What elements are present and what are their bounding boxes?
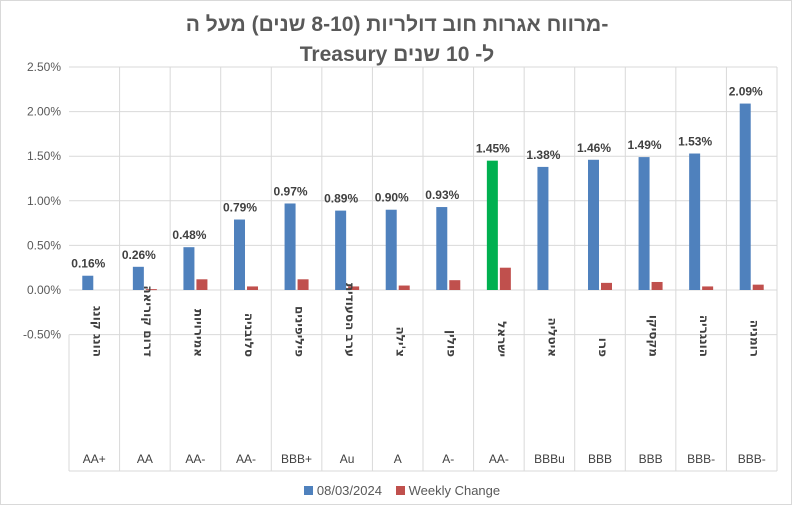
bar-spread (588, 159, 599, 290)
y-tick-label: 1.00% (27, 194, 61, 208)
bar-spread (234, 219, 245, 290)
legend: 08/03/2024 Weekly Change (1, 482, 792, 498)
category-label: צ'ילה (394, 326, 408, 357)
category-label: איטליה (545, 318, 559, 357)
data-label: 1.45% (476, 142, 510, 156)
y-tick-label: 1.50% (27, 149, 61, 163)
bar-spread (82, 275, 94, 290)
data-label: 2.09% (729, 85, 763, 99)
bar-weekly-change (196, 279, 208, 290)
bar-weekly-change (247, 286, 258, 290)
data-label: 0.79% (223, 201, 257, 215)
bar-weekly-change (348, 286, 360, 290)
rating-label: BBB- (738, 452, 766, 466)
bar-spread (689, 153, 701, 290)
rating-label: AA (137, 452, 153, 466)
bar-weekly-change (651, 281, 663, 290)
legend-label-spread: 08/03/2024 (316, 483, 382, 499)
category-label: פרו (596, 338, 610, 357)
data-label: 0.48% (172, 228, 206, 242)
bar-weekly-change (601, 282, 612, 290)
data-label: 1.53% (678, 135, 712, 149)
category-label: סלובניה (242, 313, 256, 357)
category-label: פיליפינים (293, 306, 307, 357)
bar-spread (335, 210, 347, 290)
data-label: 1.46% (577, 141, 611, 155)
data-label: 0.89% (324, 192, 358, 206)
bar-weekly-change (449, 280, 461, 290)
data-label: 0.93% (425, 188, 459, 202)
rating-label: BBB- (687, 452, 715, 466)
rating-label: BBBu (534, 452, 565, 466)
legend-swatch-weekly-change (395, 486, 405, 496)
rating-label: BBB (639, 452, 663, 466)
bar-spread (436, 207, 448, 290)
y-tick-label: 2.00% (27, 105, 61, 119)
chart-subtitle: Treasury ל- 10 שנים (299, 43, 495, 66)
rating-label: BBB (588, 452, 612, 466)
category-label: דרום קוריאה (141, 285, 155, 357)
category-label: רומניה (748, 320, 762, 357)
bar-spread (638, 157, 650, 290)
bar-spread (385, 209, 397, 290)
category-label: מקסיקו (647, 315, 661, 357)
bar-spread (537, 166, 549, 290)
bar-weekly-change (398, 285, 410, 290)
rating-label: AA- (489, 452, 509, 466)
category-label: הונגריה (697, 315, 711, 357)
y-tick-label: 0.50% (27, 238, 61, 252)
bar-spread (284, 203, 296, 290)
y-tick-label: 0.00% (27, 283, 61, 297)
bar-spread (132, 266, 144, 290)
bar-weekly-change (702, 286, 714, 290)
category-label: ערב הסעודית (343, 283, 357, 357)
rating-label: AA+ (83, 452, 106, 466)
category-label: הונג קונג (90, 306, 104, 357)
legend-label-weekly-change: Weekly Change (408, 483, 501, 499)
data-label: 0.97% (274, 184, 308, 198)
bar-weekly-change (752, 284, 764, 290)
bar-weekly-change (499, 267, 511, 290)
data-label: 0.16% (71, 257, 105, 271)
rating-label: BBB+ (281, 452, 312, 466)
y-tick-label: -0.50% (23, 328, 61, 342)
chart-title: מרווח אגרות חוב דולריות (8-10 שנים) מעל … (185, 13, 609, 36)
bar-weekly-change (297, 279, 309, 290)
rating-label: A- (442, 452, 454, 466)
data-label: 0.90% (375, 191, 409, 205)
data-label: 1.38% (526, 148, 560, 162)
category-label: פולין (444, 330, 458, 357)
category-label: ישראל (495, 321, 509, 357)
legend-swatch-spread (303, 486, 313, 496)
data-label: 0.26% (122, 248, 156, 262)
rating-label: A (394, 452, 402, 466)
category-label: אמירויות (191, 309, 205, 357)
y-tick-label: 2.50% (27, 60, 61, 74)
bar-spread (183, 247, 195, 290)
rating-label: AA- (236, 452, 256, 466)
bar-spread (486, 160, 498, 290)
rating-label: AA- (185, 452, 205, 466)
data-label: 1.49% (628, 138, 662, 152)
rating-label: Au (340, 452, 355, 466)
bar-spread (739, 103, 751, 291)
bar-weekly-change (145, 289, 157, 291)
